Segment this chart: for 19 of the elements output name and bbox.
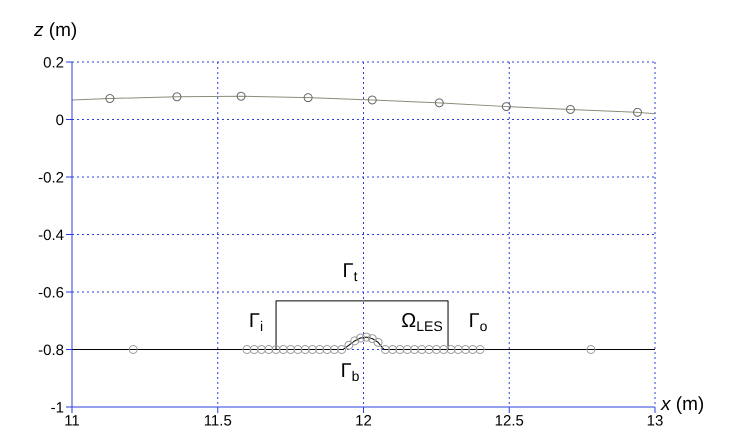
annotation: Γ$_{i}$ [248, 310, 264, 334]
annotation: Γ$_{o}$ [468, 310, 488, 334]
x-tick-label: 11 [64, 412, 80, 430]
annotation: Γ$_{t}$ [342, 260, 358, 284]
x-tick-label: 12 [355, 412, 372, 430]
y-tick-label: -0.4 [38, 226, 64, 244]
y-tick-label: 0 [56, 112, 64, 129]
y-axis-title: z (m) [34, 20, 78, 41]
y-tick-label: -1 [50, 399, 64, 416]
y-tick-label: -0.6 [38, 284, 64, 302]
y-tick-label: -0.2 [38, 169, 64, 186]
x-axis-title: x (m) [661, 394, 704, 415]
annotation: Γ$_{b}$ [340, 360, 360, 384]
annotation: Ω$_{LES}$ [401, 310, 443, 334]
x-tick-label: 11.5 [204, 412, 232, 430]
x-tick-label: 12.5 [494, 412, 524, 430]
x-tick-label: 13 [646, 412, 664, 430]
y-tick-label: 0.2 [43, 54, 64, 72]
y-tick-label: -0.8 [38, 342, 64, 359]
